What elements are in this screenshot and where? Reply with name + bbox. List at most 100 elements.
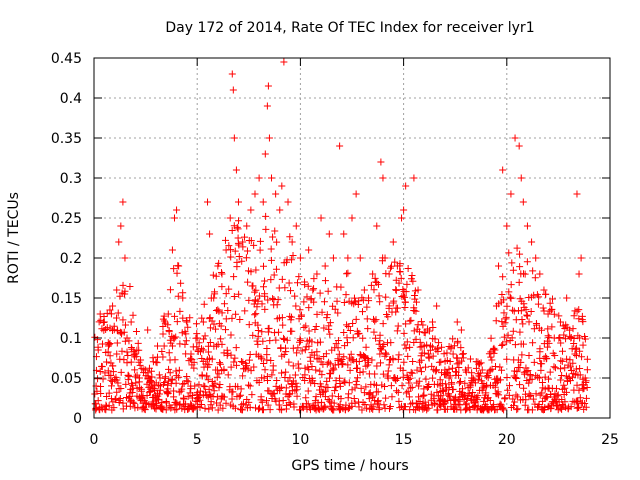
data-point [98, 325, 106, 333]
data-point [205, 405, 213, 413]
data-point [497, 376, 505, 384]
data-point [414, 286, 422, 294]
data-point [381, 254, 389, 262]
x-tick-label: 5 [193, 432, 202, 448]
data-point [417, 368, 425, 376]
data-point [190, 358, 198, 366]
data-point [203, 372, 211, 380]
data-point [490, 401, 498, 409]
data-point [119, 316, 127, 324]
data-point [162, 406, 170, 414]
data-point [393, 375, 401, 383]
data-point [555, 312, 563, 320]
data-point [381, 382, 389, 390]
data-point [120, 328, 128, 336]
data-point [362, 343, 370, 351]
data-point [126, 282, 134, 290]
data-point [262, 212, 270, 220]
data-point [311, 325, 319, 333]
data-point [258, 300, 266, 308]
data-point [352, 315, 360, 323]
data-point [154, 396, 162, 404]
data-point [350, 294, 358, 302]
data-point [195, 339, 203, 347]
data-point [216, 380, 224, 388]
data-point [513, 244, 521, 252]
data-point [509, 395, 517, 403]
data-point [538, 326, 546, 334]
data-point [200, 300, 208, 308]
data-point [273, 376, 281, 384]
data-point [238, 257, 246, 265]
data-point [153, 402, 161, 410]
data-point [99, 340, 107, 348]
data-point [564, 404, 572, 412]
data-point [261, 305, 269, 313]
data-point [298, 347, 306, 355]
data-point [541, 404, 549, 412]
data-point [560, 381, 568, 389]
data-point [222, 246, 230, 254]
data-point [518, 351, 526, 359]
data-point [572, 344, 580, 352]
data-point [504, 331, 512, 339]
data-point [293, 279, 301, 287]
data-point [574, 398, 582, 406]
data-point [340, 298, 348, 306]
data-point [97, 390, 105, 398]
data-point [276, 405, 284, 413]
data-point [359, 296, 367, 304]
data-point [548, 295, 556, 303]
data-point [246, 382, 254, 390]
data-point [398, 382, 406, 390]
y-tick-label: 0.3 [60, 171, 82, 187]
data-point [315, 354, 323, 362]
data-point [264, 328, 272, 336]
data-point [420, 342, 428, 350]
data-point [355, 403, 363, 411]
data-point [495, 391, 503, 399]
data-point [573, 307, 581, 315]
data-point [512, 375, 520, 383]
data-point [389, 354, 397, 362]
data-point [155, 371, 163, 379]
data-point [357, 384, 365, 392]
data-point [230, 293, 238, 301]
data-point [369, 392, 377, 400]
data-point [293, 349, 301, 357]
data-point [255, 378, 263, 386]
x-axis-title: GPS time / hours [291, 458, 408, 474]
data-point [232, 361, 240, 369]
data-point [498, 290, 506, 298]
data-point [532, 390, 540, 398]
data-point [474, 358, 482, 366]
data-point [170, 265, 178, 273]
data-point [498, 366, 506, 374]
data-point [269, 362, 277, 370]
data-point [230, 273, 238, 281]
data-point [145, 388, 153, 396]
data-point [326, 330, 334, 338]
data-point [114, 327, 122, 335]
data-point [228, 70, 236, 78]
data-point [206, 230, 214, 238]
data-point [411, 295, 419, 303]
data-point [495, 262, 503, 270]
data-point [576, 371, 584, 379]
data-point [340, 353, 348, 361]
data-point [373, 222, 381, 230]
data-point [415, 382, 423, 390]
data-point [178, 385, 186, 393]
data-point [404, 264, 412, 272]
data-point [415, 328, 423, 336]
data-point [445, 365, 453, 373]
data-point [542, 355, 550, 363]
data-point [546, 299, 554, 307]
y-tick-label: 0.45 [51, 51, 82, 67]
data-point [222, 399, 230, 407]
data-point [436, 401, 444, 409]
data-point [206, 339, 214, 347]
data-point [278, 369, 286, 377]
data-point [386, 402, 394, 410]
data-point [257, 353, 265, 361]
